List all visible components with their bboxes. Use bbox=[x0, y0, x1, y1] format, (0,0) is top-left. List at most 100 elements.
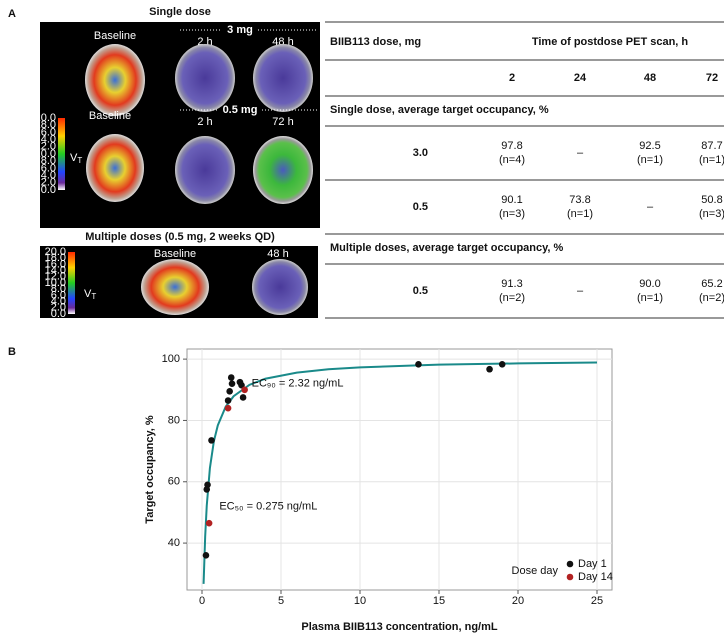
image-label: 2 h bbox=[197, 116, 212, 128]
table-cell: 97.8 bbox=[501, 140, 522, 152]
table-cell: – bbox=[577, 285, 584, 297]
colorbar-tick: 8.0 bbox=[51, 283, 66, 295]
panel-a: A Single dose Baseline 3 mg 2 h 48 h Bas… bbox=[8, 6, 320, 320]
brain-image bbox=[252, 259, 308, 315]
annotation: EC₅₀ = 0.275 ng/mL bbox=[219, 500, 317, 512]
data-point bbox=[224, 397, 232, 404]
colorbar-tick: 10.0 bbox=[45, 277, 66, 289]
column-header: 2 bbox=[509, 72, 515, 84]
multi-title: Multiple doses (0.5 mg, 2 weeks QD) bbox=[85, 231, 275, 243]
y-tick-label: 40 bbox=[168, 537, 180, 549]
data-point bbox=[226, 388, 233, 395]
colorbar-tick: 16.0 bbox=[35, 126, 56, 138]
x-tick-label: 10 bbox=[354, 595, 366, 607]
colorbar-tick: 0.0 bbox=[51, 308, 66, 320]
colorbar-ticks: 20.018.016.014.012.010.08.06.04.02.00.0 bbox=[35, 112, 56, 196]
image-label: 72 h bbox=[272, 116, 293, 128]
panel-label: B bbox=[8, 346, 16, 358]
table-cell: 91.3 bbox=[501, 278, 522, 290]
dose-cell: 0.5 bbox=[413, 285, 428, 297]
table-cell: (n=2) bbox=[699, 292, 724, 304]
brain-image bbox=[85, 44, 145, 116]
x-tick-label: 15 bbox=[433, 595, 445, 607]
table-cell: (n=1) bbox=[637, 154, 663, 166]
colorbar-tick: 10.0 bbox=[35, 148, 56, 160]
table-cell: 90.1 bbox=[501, 194, 522, 206]
table-cell: (n=1) bbox=[637, 292, 663, 304]
colorbar-tick: 18.0 bbox=[35, 119, 56, 131]
data-point bbox=[224, 404, 232, 412]
colorbar-tick: 20.0 bbox=[45, 246, 66, 258]
brain-image bbox=[175, 44, 235, 112]
legend-label: Day 14 bbox=[578, 571, 613, 583]
data-point bbox=[238, 381, 245, 389]
x-tick-label: 5 bbox=[278, 595, 284, 607]
legend-label: Day 1 bbox=[578, 558, 607, 570]
data-point bbox=[241, 386, 248, 394]
occupancy-table: BIIB113 dose, mg Time of postdose PET sca… bbox=[325, 21, 724, 319]
table-header: Time of postdose PET scan, h bbox=[532, 36, 689, 48]
data-point bbox=[204, 481, 211, 489]
table-cell: 50.8 bbox=[701, 194, 722, 206]
brain-image bbox=[86, 134, 144, 202]
section-title: Multiple doses, average target occupancy… bbox=[330, 242, 564, 254]
table-cell: – bbox=[577, 147, 584, 159]
colorbar-tick: 12.0 bbox=[35, 141, 56, 153]
legend-swatch bbox=[566, 573, 574, 581]
colorbar-tick: 8.0 bbox=[41, 155, 56, 167]
section-title: Single dose, average target occupancy, % bbox=[330, 104, 549, 116]
colorbar-tick: 14.0 bbox=[35, 134, 56, 146]
data-point bbox=[498, 361, 506, 368]
column-header: 48 bbox=[644, 72, 656, 84]
brain-image bbox=[253, 136, 313, 204]
brain-image bbox=[175, 136, 235, 204]
dose-cell: 0.5 bbox=[413, 201, 428, 213]
image-label: 3 mg bbox=[227, 24, 253, 36]
y-tick-label: 80 bbox=[168, 414, 180, 426]
colorbar-tick: 0.0 bbox=[41, 184, 56, 196]
image-label: Baseline bbox=[89, 110, 131, 122]
data-point bbox=[486, 365, 493, 373]
image-label: 48 h bbox=[267, 248, 288, 260]
vt-label: VT bbox=[70, 152, 82, 165]
table-cell: 73.8 bbox=[569, 194, 590, 206]
table-cell: 90.0 bbox=[639, 278, 660, 290]
colorbar-tick: 4.0 bbox=[51, 296, 66, 308]
x-tick-label: 0 bbox=[199, 595, 205, 607]
y-axis-label: Target occupancy, % bbox=[144, 415, 156, 524]
x-tick-label: 25 bbox=[591, 595, 603, 607]
colorbar-tick: 4.0 bbox=[41, 170, 56, 182]
brain-image bbox=[141, 259, 209, 315]
image-label: 0.5 mg bbox=[223, 104, 258, 116]
colorbar-tick: 20.0 bbox=[35, 112, 56, 124]
plot-area bbox=[186, 348, 613, 591]
dose-cell: 3.0 bbox=[413, 147, 428, 159]
data-point bbox=[228, 380, 236, 387]
data-point bbox=[208, 437, 215, 444]
single-title: Single dose bbox=[149, 6, 211, 18]
table-cell: – bbox=[647, 201, 654, 213]
vt-label: VT bbox=[84, 288, 96, 301]
table-cell: (n=3) bbox=[499, 208, 525, 220]
table-cell: (n=1) bbox=[567, 208, 593, 220]
colorbar bbox=[58, 118, 65, 190]
x-axis-label: Plasma BIIB113 concentration, ng/mL bbox=[301, 621, 498, 633]
legend-swatch bbox=[566, 560, 574, 568]
colorbar-tick: 2.0 bbox=[41, 177, 56, 189]
data-point bbox=[227, 374, 235, 381]
brain-image bbox=[253, 44, 313, 112]
table-cell: 92.5 bbox=[639, 140, 660, 152]
colorbar-ticks: 20.018.016.014.012.010.08.06.04.02.00.0 bbox=[45, 246, 66, 320]
image-label: Baseline bbox=[94, 30, 136, 42]
data-point bbox=[205, 519, 213, 527]
data-point bbox=[202, 552, 210, 559]
data-point bbox=[239, 394, 247, 401]
table-header: BIIB113 dose, mg bbox=[330, 36, 421, 48]
colorbar-tick: 16.0 bbox=[45, 258, 66, 270]
occupancy-chart: B 0 5 10 15 20 25 40 60 80 100 Plasma BIIB113 conce… bbox=[8, 346, 613, 633]
colorbar-tick: 6.0 bbox=[51, 289, 66, 301]
y-tick-label: 60 bbox=[168, 476, 180, 488]
annotation: EC₉₀ = 2.32 ng/mL bbox=[252, 378, 344, 390]
table-cell: (n=4) bbox=[499, 154, 525, 166]
table-cell: 65.2 bbox=[701, 278, 722, 290]
